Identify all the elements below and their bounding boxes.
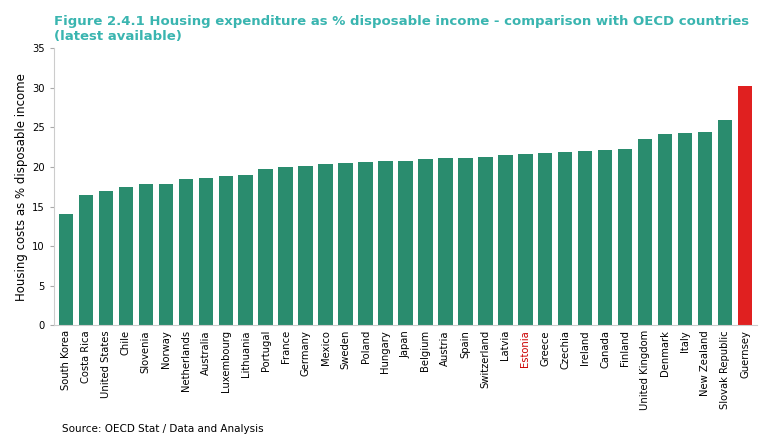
- Bar: [79, 195, 93, 325]
- Bar: [358, 162, 373, 325]
- Bar: [478, 157, 493, 325]
- Bar: [558, 152, 573, 325]
- Bar: [658, 134, 672, 325]
- Bar: [438, 158, 452, 325]
- Bar: [279, 167, 293, 325]
- Bar: [318, 164, 333, 325]
- Bar: [698, 132, 713, 325]
- Bar: [678, 133, 692, 325]
- Bar: [139, 184, 153, 325]
- Bar: [718, 119, 732, 325]
- Bar: [259, 169, 273, 325]
- Bar: [498, 155, 513, 325]
- Bar: [459, 158, 472, 325]
- Bar: [398, 161, 413, 325]
- Bar: [638, 138, 652, 325]
- Bar: [119, 187, 133, 325]
- Bar: [618, 149, 632, 325]
- Bar: [99, 191, 113, 325]
- Bar: [178, 179, 193, 325]
- Bar: [218, 176, 233, 325]
- Bar: [338, 163, 353, 325]
- Bar: [598, 150, 612, 325]
- Bar: [418, 159, 432, 325]
- Bar: [158, 184, 173, 325]
- Bar: [378, 161, 393, 325]
- Bar: [518, 155, 533, 325]
- Bar: [538, 153, 553, 325]
- Bar: [198, 178, 213, 325]
- Text: Figure 2.4.1 Housing expenditure as % disposable income - comparison with OECD c: Figure 2.4.1 Housing expenditure as % di…: [54, 15, 749, 43]
- Bar: [578, 151, 592, 325]
- Bar: [239, 175, 253, 325]
- Bar: [59, 214, 73, 325]
- Bar: [299, 166, 313, 325]
- Text: Source: OECD Stat / Data and Analysis: Source: OECD Stat / Data and Analysis: [62, 424, 263, 434]
- Bar: [738, 85, 752, 325]
- Y-axis label: Housing costs as % disposable income: Housing costs as % disposable income: [15, 73, 28, 301]
